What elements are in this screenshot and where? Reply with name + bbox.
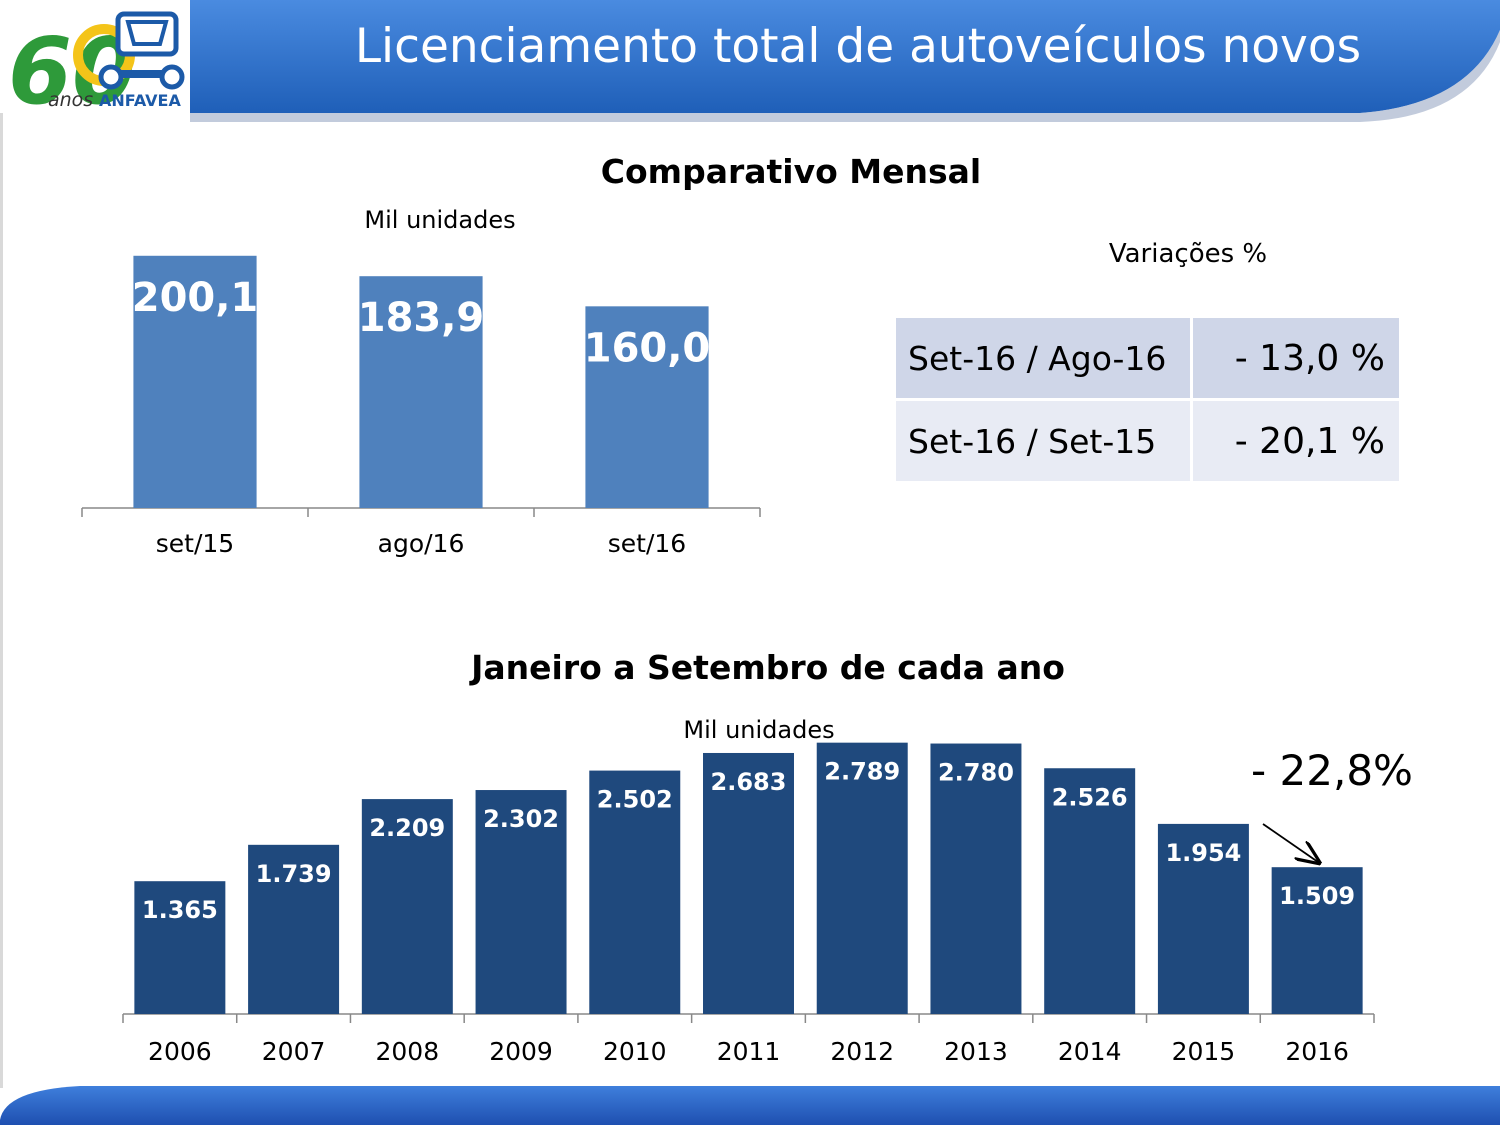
bar	[359, 276, 483, 508]
monthly-chart-title: Comparativo Mensal	[601, 152, 981, 191]
data-label: 160,0	[584, 325, 711, 371]
footer-band	[0, 1086, 1500, 1125]
bar	[816, 742, 908, 1014]
x-tick-label: 2011	[717, 1037, 781, 1066]
bar	[589, 770, 681, 1014]
x-tick-label: 2009	[489, 1037, 553, 1066]
header-band	[190, 0, 1500, 113]
page-title: Licenciamento total de autoveículos novo…	[355, 19, 1361, 74]
x-tick-label: 2006	[148, 1037, 212, 1066]
logo-chassis	[120, 70, 162, 78]
x-tick-label: 2014	[1058, 1037, 1122, 1066]
x-tick-label: set/16	[608, 529, 686, 558]
variations-row: Set-16 / Ago-16 - 13,0 %	[896, 318, 1399, 398]
bar	[133, 255, 257, 508]
variations-row-value: - 13,0 %	[1193, 318, 1399, 398]
variations-row-value: - 20,1 %	[1193, 401, 1399, 481]
bar	[134, 881, 226, 1014]
data-label: 1.739	[256, 860, 332, 888]
x-tick-label: set/15	[156, 529, 234, 558]
logo-brand: ANFAVEA	[99, 91, 181, 110]
monthly-chart-unit: Mil unidades	[364, 206, 515, 234]
data-label: 2.526	[1052, 783, 1128, 811]
annual-chart: 1.365 2006 1.739 2007 2.209 2008 2.302 2009 2.50…	[122, 742, 1375, 1066]
bar	[930, 743, 1022, 1014]
logo-word: anos	[48, 89, 93, 111]
data-label: 2.683	[711, 768, 787, 796]
data-label: 1.509	[1279, 882, 1355, 910]
x-tick-label: 2013	[944, 1037, 1008, 1066]
data-label: 2.780	[938, 759, 1014, 787]
annual-chart-unit: Mil unidades	[683, 716, 834, 744]
logo-wheel-left	[98, 64, 124, 90]
x-tick-label: 2010	[603, 1037, 667, 1066]
x-tick-label: ago/16	[378, 529, 465, 558]
left-edge-strip	[0, 113, 3, 1088]
logo-truck-window	[125, 20, 169, 46]
anfavea-logo: 60 anos ANFAVEA	[8, 11, 185, 125]
bar	[585, 306, 709, 508]
annual-change-annotation: - 22,8%	[1251, 746, 1413, 795]
bar	[248, 844, 340, 1014]
data-label: 2.302	[483, 805, 559, 833]
data-label: 1.954	[1165, 839, 1241, 867]
data-label: 200,1	[132, 275, 259, 321]
data-label: 1.365	[142, 896, 218, 924]
bar	[703, 752, 794, 1014]
x-tick-label: 2012	[830, 1037, 894, 1066]
bar	[1271, 867, 1363, 1014]
variations-heading: Variações %	[1109, 239, 1267, 269]
bar	[1157, 823, 1249, 1014]
variations-row: Set-16 / Set-15 - 20,1 %	[896, 401, 1399, 481]
header-shadow	[190, 30, 1500, 122]
monthly-chart: 200,1 set/15 183,9 ago/16 160,0 set/16	[81, 255, 761, 558]
x-tick-label: 2007	[262, 1037, 326, 1066]
variations-table: Set-16 / Ago-16 - 13,0 % Set-16 / Set-15…	[893, 315, 1402, 484]
data-label: 2.789	[824, 758, 900, 786]
variations-row-label: Set-16 / Ago-16	[896, 318, 1190, 398]
x-tick-label: 2008	[376, 1037, 440, 1066]
data-label: 183,9	[358, 295, 485, 341]
data-label: 2.502	[597, 786, 673, 814]
x-tick-label: 2016	[1285, 1037, 1349, 1066]
bar	[1044, 768, 1136, 1014]
bar	[361, 799, 453, 1014]
variations-row-label: Set-16 / Set-15	[896, 401, 1190, 481]
data-label: 2.209	[369, 814, 445, 842]
bar	[475, 790, 567, 1014]
logo-wheel-right	[159, 64, 185, 90]
annotation-arrow	[1262, 823, 1318, 862]
annual-chart-title: Janeiro a Setembro de cada ano	[469, 648, 1065, 687]
x-tick-label: 2015	[1172, 1037, 1236, 1066]
